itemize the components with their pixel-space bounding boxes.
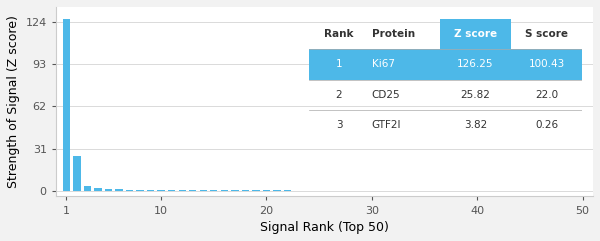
Bar bbox=[309, 49, 369, 80]
Bar bbox=[147, 190, 154, 191]
Text: 25.82: 25.82 bbox=[461, 90, 490, 100]
Text: Rank: Rank bbox=[324, 29, 354, 39]
Bar bbox=[200, 190, 207, 191]
X-axis label: Signal Rank (Top 50): Signal Rank (Top 50) bbox=[260, 221, 389, 234]
Bar bbox=[440, 49, 511, 80]
Bar bbox=[231, 190, 239, 191]
Bar bbox=[274, 190, 281, 191]
Text: 0.26: 0.26 bbox=[535, 120, 558, 130]
Bar bbox=[157, 190, 165, 191]
Text: CD25: CD25 bbox=[372, 90, 400, 100]
Bar bbox=[136, 190, 144, 191]
Text: Ki67: Ki67 bbox=[372, 60, 395, 69]
Text: 22.0: 22.0 bbox=[535, 90, 558, 100]
Bar bbox=[263, 190, 270, 191]
Text: S score: S score bbox=[525, 29, 568, 39]
Text: 3.82: 3.82 bbox=[464, 120, 487, 130]
Text: 2: 2 bbox=[336, 90, 343, 100]
Bar bbox=[252, 190, 260, 191]
Bar bbox=[440, 19, 511, 49]
Bar bbox=[210, 190, 217, 191]
Bar bbox=[242, 190, 249, 191]
Bar bbox=[115, 189, 122, 191]
Bar bbox=[179, 190, 186, 191]
Text: Protein: Protein bbox=[372, 29, 415, 39]
Bar bbox=[62, 19, 70, 191]
Bar bbox=[83, 186, 91, 191]
Bar bbox=[511, 49, 582, 80]
Bar bbox=[221, 190, 228, 191]
Bar bbox=[168, 190, 175, 191]
Y-axis label: Strength of Signal (Z score): Strength of Signal (Z score) bbox=[7, 15, 20, 188]
Text: Z score: Z score bbox=[454, 29, 497, 39]
Bar bbox=[126, 190, 133, 191]
Text: 1: 1 bbox=[336, 60, 343, 69]
Bar bbox=[295, 190, 302, 191]
Bar bbox=[189, 190, 196, 191]
Bar bbox=[369, 49, 440, 80]
Bar bbox=[105, 189, 112, 191]
Text: 126.25: 126.25 bbox=[457, 60, 494, 69]
Text: GTF2I: GTF2I bbox=[372, 120, 401, 130]
Text: 100.43: 100.43 bbox=[529, 60, 565, 69]
Bar bbox=[284, 190, 291, 191]
Text: 3: 3 bbox=[336, 120, 343, 130]
Bar bbox=[73, 156, 80, 191]
Bar bbox=[94, 188, 101, 191]
